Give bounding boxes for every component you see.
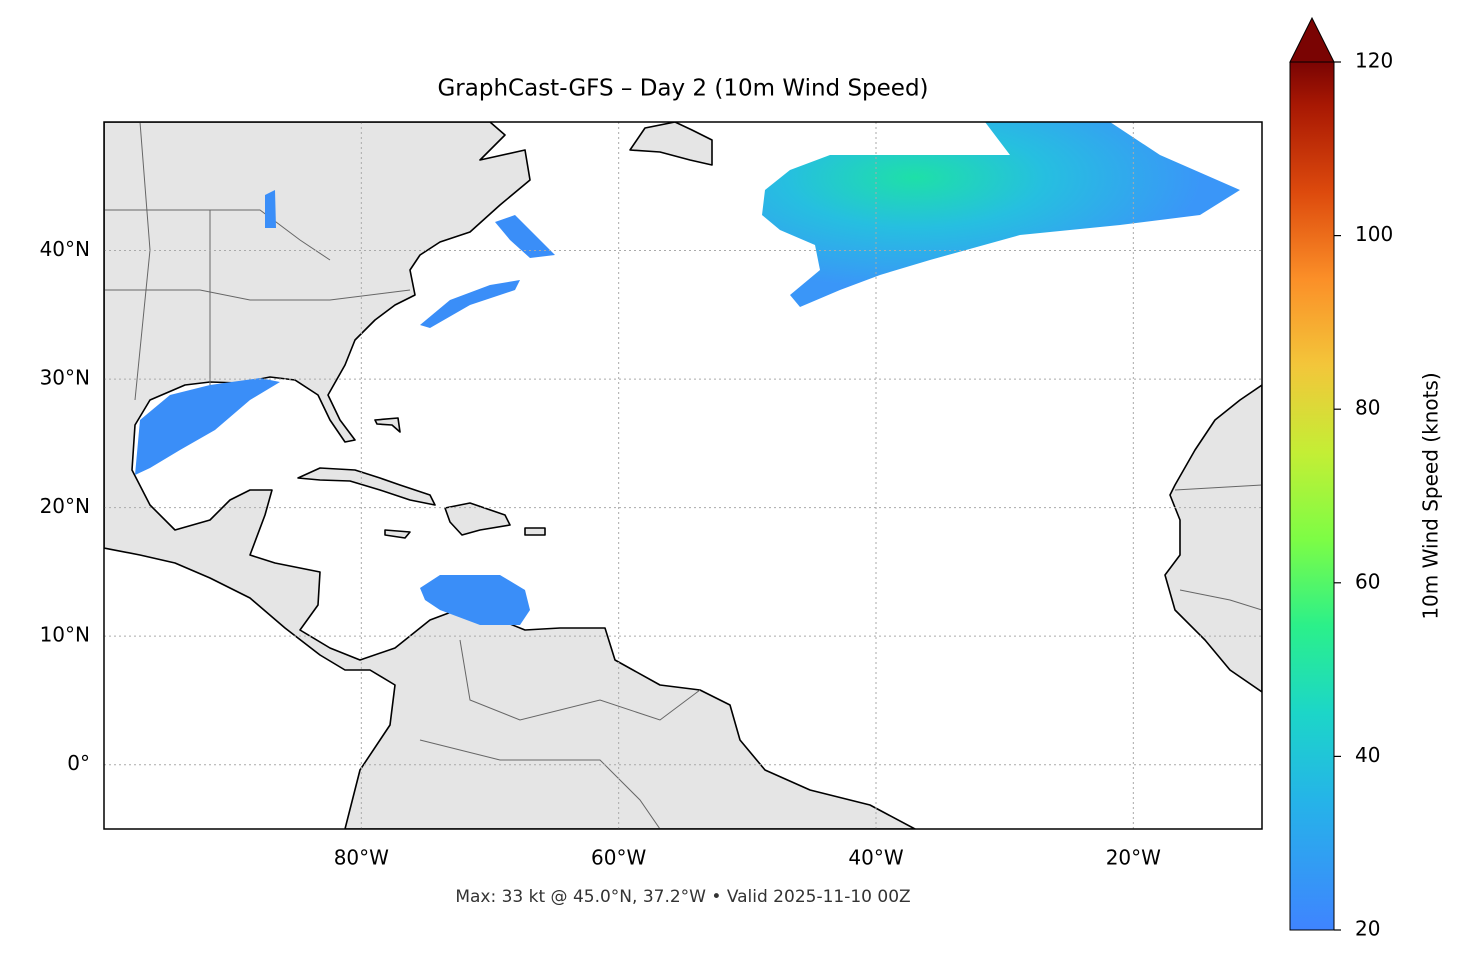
- colorbar-tick-label: 40: [1355, 743, 1380, 767]
- wind-area: [265, 190, 276, 228]
- africa: [1164, 384, 1262, 693]
- wind-area: [135, 378, 280, 475]
- colorbar-tick-label: 60: [1355, 569, 1380, 593]
- map: [104, 122, 1262, 829]
- x-tick-label: 40°W: [848, 846, 903, 870]
- state-border: [1179, 589, 1262, 611]
- grid: [104, 122, 1262, 829]
- wind-area: [420, 575, 530, 625]
- colorbar-extend: [1289, 16, 1335, 63]
- colorbar-tick-label: 120: [1355, 49, 1393, 73]
- colorbar: [1289, 61, 1335, 931]
- americas: [104, 122, 916, 829]
- y-tick-label: 30°N: [40, 366, 90, 390]
- state-border: [1174, 484, 1262, 491]
- colorbar-tick-label: 100: [1355, 222, 1393, 246]
- newfoundland: [629, 122, 713, 166]
- y-tick-label: 40°N: [40, 237, 90, 261]
- y-tick-label: 0°: [67, 751, 90, 775]
- colorbar-tick-label: 80: [1355, 396, 1380, 420]
- state-border: [459, 639, 701, 721]
- wind-area: [495, 215, 555, 258]
- jamaica: [384, 529, 411, 539]
- colorbar-tick-label: 20: [1355, 917, 1380, 941]
- x-tick-label: 60°W: [591, 846, 646, 870]
- state-border: [419, 739, 661, 829]
- bahamas: [374, 417, 401, 433]
- colorbar-label: 10m Wind Speed (knots): [1419, 372, 1443, 619]
- colorbar-axis: 20 40 60 80 100 120: [1334, 49, 1393, 941]
- plot-frame: [103, 121, 1263, 830]
- wind-area: [762, 122, 1240, 307]
- puerto-rico: [524, 527, 546, 536]
- y-tick-label: 20°N: [40, 494, 90, 518]
- state-border: [134, 122, 151, 401]
- x-tick-label: 80°W: [334, 846, 389, 870]
- annotation: Max: 33 kt @ 45.0°N, 37.2°W • Valid 2025…: [455, 887, 910, 907]
- axes: 80°W 60°W 40°W 20°W 0° 10°N 20°N 30°N 40°N: [40, 237, 1162, 869]
- wind-area: [420, 280, 520, 328]
- x-tick-label: 20°W: [1106, 846, 1161, 870]
- state-border: [104, 209, 331, 261]
- state-border: [104, 289, 411, 301]
- hispaniola: [444, 502, 511, 536]
- cuba: [297, 467, 436, 506]
- chart-title: GraphCast-GFS – Day 2 (10m Wind Speed): [437, 76, 928, 102]
- y-tick-label: 10°N: [40, 623, 90, 647]
